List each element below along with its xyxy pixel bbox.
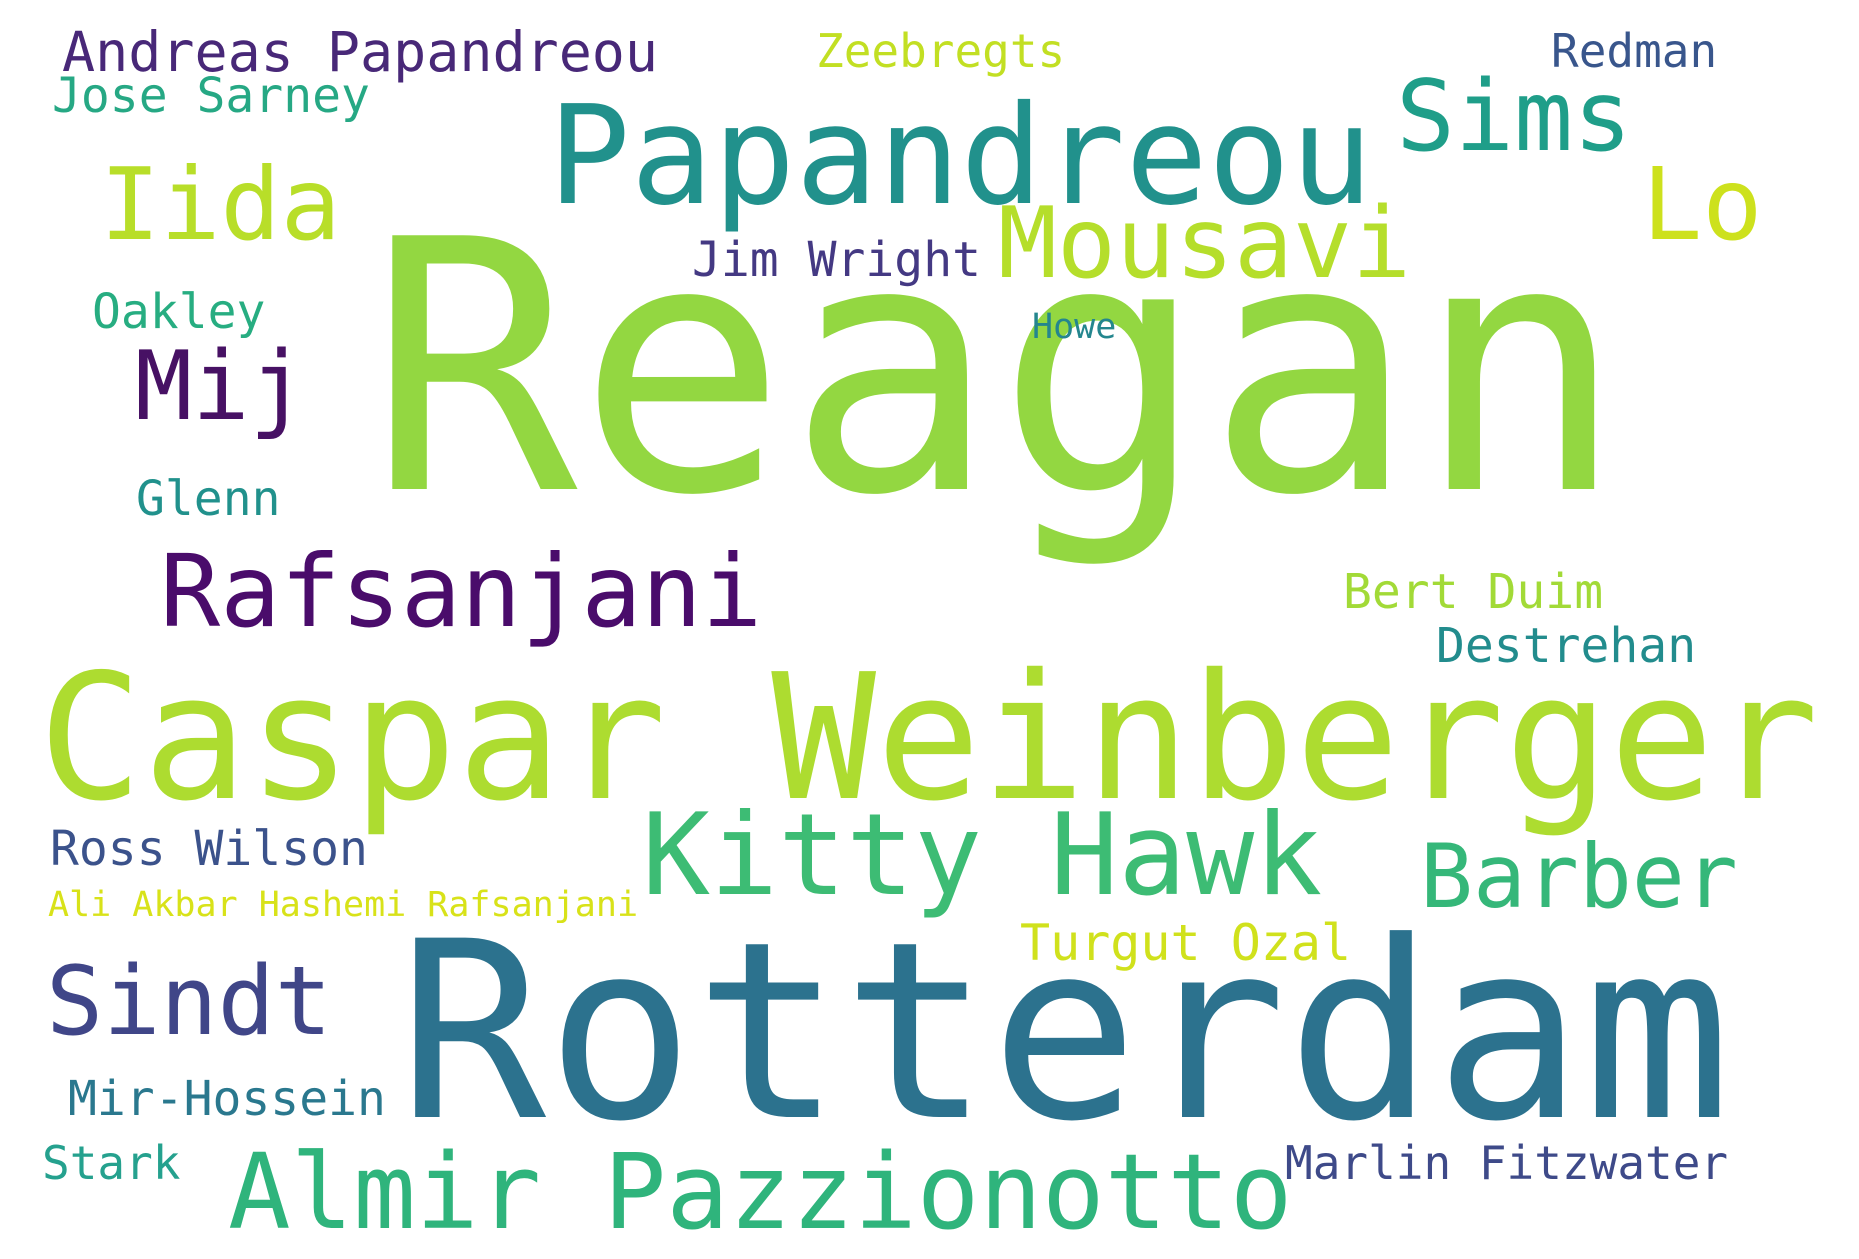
word-lo: Lo (1642, 146, 1763, 263)
word-howe: Howe (1032, 307, 1117, 347)
word-rotterdam: Rotterdam (398, 890, 1731, 1176)
word-mij: Mij (135, 332, 307, 442)
word-destrehan: Destrehan (1436, 618, 1697, 674)
word-stark: Stark (42, 1136, 181, 1190)
word-glenn: Glenn (136, 471, 281, 527)
word-sims: Sims (1396, 60, 1633, 174)
word-reagan: Reagan (368, 167, 1626, 572)
word-jose-sarney: Jose Sarney (52, 68, 370, 124)
word-turgut-ozal: Turgut Ozal (1020, 914, 1352, 972)
word-jim-wright: Jim Wright (692, 232, 981, 288)
word-marlin-fitzwater: Marlin Fitzwater (1285, 1136, 1729, 1190)
word-redman: Redman (1551, 24, 1718, 78)
word-rafsanjani: Rafsanjani (160, 533, 763, 650)
word-papandreou: Papandreou (548, 77, 1373, 236)
word-zeebregts: Zeebregts (816, 24, 1066, 78)
word-barber: Barber (1420, 825, 1738, 928)
word-ali-akbar-hashemi-rafsanjani: Ali Akbar Hashemi Rafsanjani (48, 885, 639, 925)
word-sindt: Sindt (46, 947, 332, 1057)
word-kitty-hawk: Kitty Hawk (642, 789, 1323, 921)
word-caspar-weinberger: Caspar Weinberger (38, 637, 1819, 840)
word-almir-pazzionotto: Almir Pazzionotto (228, 1131, 1293, 1253)
word-mousavi: Mousavi (998, 187, 1412, 301)
word-oakley: Oakley (92, 284, 266, 340)
word-bert-duim: Bert Duim (1343, 564, 1604, 620)
word-iida: Iida (100, 146, 341, 263)
word-mir-hossein: Mir-Hossein (68, 1071, 386, 1127)
word-andreas-papandreou: Andreas Papandreou (62, 20, 659, 84)
word-ross-wilson: Ross Wilson (50, 821, 368, 877)
